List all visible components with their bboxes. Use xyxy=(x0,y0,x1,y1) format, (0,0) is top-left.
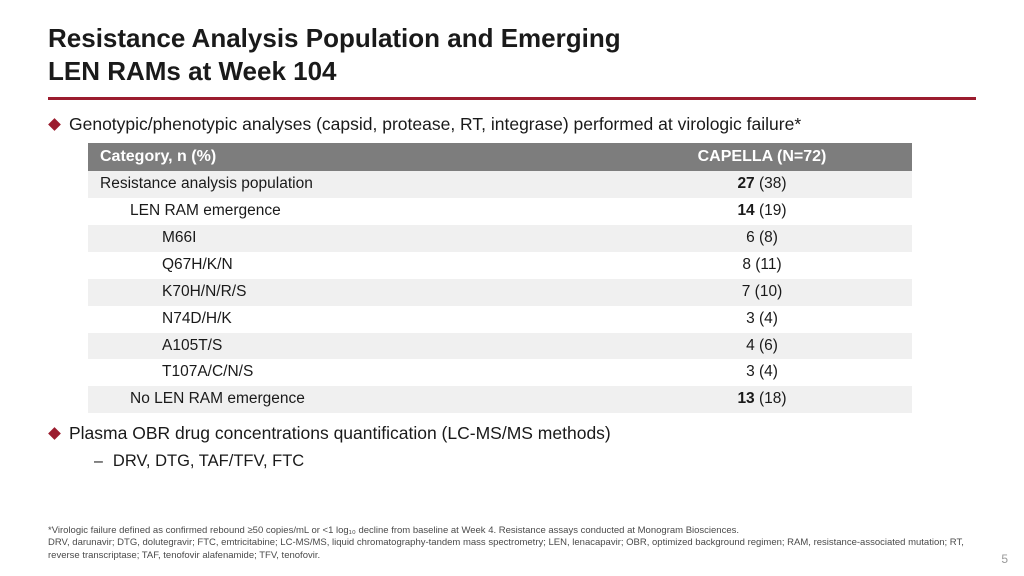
table-cell-value: 7 (10) xyxy=(612,279,912,306)
bullet-1-text: Genotypic/phenotypic analyses (capsid, p… xyxy=(69,114,801,135)
table-cell-value: 13 (18) xyxy=(612,386,912,413)
table-row: Q67H/K/N8 (11) xyxy=(88,252,912,279)
table-cell-label: A105T/S xyxy=(88,333,612,360)
page-number: 5 xyxy=(1001,552,1008,566)
table-cell-label: Resistance analysis population xyxy=(88,171,612,198)
table-cell-value: 3 (4) xyxy=(612,359,912,386)
diamond-icon xyxy=(48,118,61,131)
footnote: *Virologic failure defined as confirmed … xyxy=(48,525,976,562)
table-row: N74D/H/K3 (4) xyxy=(88,306,912,333)
table-row: LEN RAM emergence14 (19) xyxy=(88,198,912,225)
table-row: M66I6 (8) xyxy=(88,225,912,252)
table-cell-value: 27 (38) xyxy=(612,171,912,198)
table-cell-value: 8 (11) xyxy=(612,252,912,279)
table-cell-label: N74D/H/K xyxy=(88,306,612,333)
table-cell-label: K70H/N/R/S xyxy=(88,279,612,306)
data-table: Category, n (%) CAPELLA (N=72) Resistanc… xyxy=(88,143,912,413)
diamond-icon xyxy=(48,427,61,440)
table-row: No LEN RAM emergence13 (18) xyxy=(88,386,912,413)
table-header-capella: CAPELLA (N=72) xyxy=(612,143,912,171)
table-row: Resistance analysis population27 (38) xyxy=(88,171,912,198)
slide-title: Resistance Analysis Population and Emerg… xyxy=(48,22,976,87)
table-cell-label: No LEN RAM emergence xyxy=(88,386,612,413)
table-cell-label: M66I xyxy=(88,225,612,252)
sub-bullet-text: DRV, DTG, TAF/TFV, FTC xyxy=(113,452,304,471)
table-cell-label: LEN RAM emergence xyxy=(88,198,612,225)
table-cell-value: 14 (19) xyxy=(612,198,912,225)
table-row: K70H/N/R/S7 (10) xyxy=(88,279,912,306)
table-cell-label: Q67H/K/N xyxy=(88,252,612,279)
table-header-category: Category, n (%) xyxy=(88,143,612,171)
title-line-2: LEN RAMs at Week 104 xyxy=(48,56,337,86)
table-header-row: Category, n (%) CAPELLA (N=72) xyxy=(88,143,912,171)
table-cell-label: T107A/C/N/S xyxy=(88,359,612,386)
table-cell-value: 6 (8) xyxy=(612,225,912,252)
footnote-line-2: DRV, darunavir; DTG, dolutegravir; FTC, … xyxy=(48,537,964,560)
bullet-2-text: Plasma OBR drug concentrations quantific… xyxy=(69,423,611,444)
table-row: T107A/C/N/S3 (4) xyxy=(88,359,912,386)
title-rule xyxy=(48,97,976,100)
table-cell-value: 3 (4) xyxy=(612,306,912,333)
data-table-wrap: Category, n (%) CAPELLA (N=72) Resistanc… xyxy=(88,143,912,413)
footnote-line-1: *Virologic failure defined as confirmed … xyxy=(48,525,739,536)
title-line-1: Resistance Analysis Population and Emerg… xyxy=(48,23,621,53)
table-cell-value: 4 (6) xyxy=(612,333,912,360)
dash-icon: – xyxy=(94,452,103,471)
bullet-2: Plasma OBR drug concentrations quantific… xyxy=(48,423,976,444)
table-row: A105T/S4 (6) xyxy=(88,333,912,360)
bullet-1: Genotypic/phenotypic analyses (capsid, p… xyxy=(48,114,976,135)
sub-bullet: – DRV, DTG, TAF/TFV, FTC xyxy=(94,452,976,471)
